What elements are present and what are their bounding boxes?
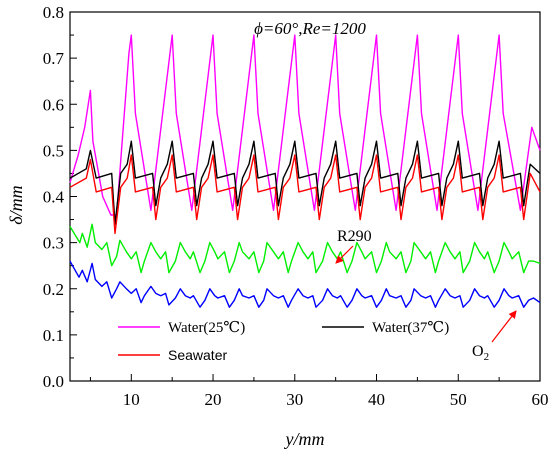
y-axis-label: δ/mm [6,185,26,224]
legend-label-water-37: Water(37℃) [372,320,449,336]
x-tick-label: 30 [286,390,303,409]
x-tick-label: 60 [532,390,549,409]
y-tick-label: 0.8 [43,3,64,22]
legend-label-seawater: Seawater [168,347,227,363]
annotations: R290 O2 [335,228,517,363]
y-axis-ticks: 0.0 0.1 0.2 0.3 0.4 0.5 0.6 0.7 0.8 [43,3,77,391]
legend: Water(25℃) Water(37℃) Seawater [118,320,449,363]
x-tick-label: 10 [123,390,140,409]
series-line-o2 [69,260,541,308]
annotation-r290-arrow [335,245,354,264]
legend-label-water-25: Water(25℃) [168,320,245,336]
annotation-o2-arrow [491,310,517,343]
annotation-r290-label: R290 [337,228,372,245]
x-tick-label: 50 [450,390,467,409]
x-tick-label: 20 [205,390,222,409]
y-tick-label: 0.0 [43,372,64,391]
x-axis-ticks: 10 20 30 40 50 60 [89,374,549,409]
series-line-r290 [69,223,541,274]
y-tick-label: 0.6 [43,95,64,114]
y-tick-label: 0.5 [43,141,64,160]
plot-frame [69,11,541,382]
y-tick-label: 0.1 [43,326,64,345]
y-tick-label: 0.7 [43,49,65,68]
x-tick-label: 40 [368,390,385,409]
x-axis-label: y/mm [284,429,325,449]
series-line-water-37 [69,140,541,225]
y-tick-label: 0.4 [43,188,65,207]
series-line-seawater [69,154,541,235]
y-tick-label: 0.2 [43,280,64,299]
series-layer [69,34,541,308]
y-tick-label: 0.3 [43,234,64,253]
chart-title: ϕ=60°,Re=1200 [254,19,366,38]
